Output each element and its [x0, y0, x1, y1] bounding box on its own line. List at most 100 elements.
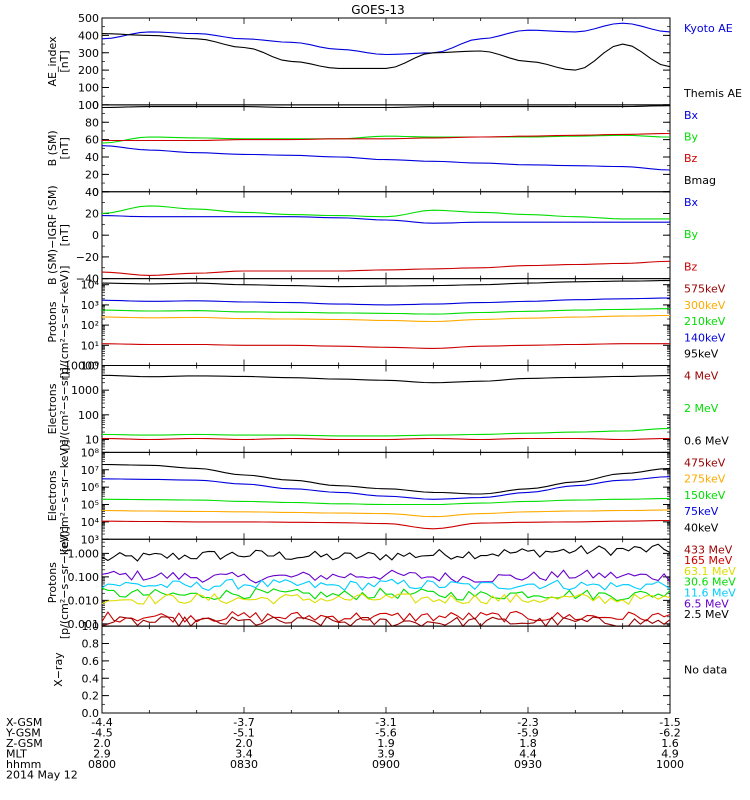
legend-4-mev: 4 MeV: [684, 370, 719, 383]
footer-value: 0930: [514, 758, 542, 771]
legend-no-data: No data: [684, 664, 727, 677]
series-2-mev: [101, 427, 671, 437]
footer-value: 1000: [656, 758, 684, 771]
legend-0-6-mev: 0.6 MeV: [684, 434, 729, 447]
y-tick-label: 0: [92, 99, 99, 112]
panel-1-frame: [101, 104, 671, 193]
legend-bz: Bz: [684, 261, 698, 274]
footer-value: 2.0: [235, 737, 253, 750]
panel-6-ylabel-0: Protons: [46, 562, 59, 603]
legend-165-mev: 165 MeV: [684, 554, 733, 567]
footer-value: -5.1: [233, 727, 254, 740]
y-tick-label: 10³: [81, 533, 99, 546]
legend-95kev: 95keV: [684, 348, 719, 361]
y-tick-label: 20: [85, 207, 99, 220]
panel-7-frame: [101, 625, 671, 714]
footer-value: -5.9: [517, 727, 538, 740]
y-tick-label: 0.8: [82, 638, 100, 651]
legend-by: By: [684, 131, 699, 144]
panel-5-ylabel-0: Electrons: [46, 470, 59, 521]
legend-2-mev: 2 MeV: [684, 402, 719, 415]
panel-1-ylabel-1: [nT]: [58, 137, 71, 159]
plot-title: GOES-13: [351, 3, 405, 17]
series-475kev: [101, 463, 671, 495]
series-bx: [101, 215, 670, 224]
y-tick-label: 1.0: [82, 620, 100, 633]
series-75kev: [101, 509, 671, 518]
series-by: [101, 134, 671, 144]
y-tick-label: 0.001: [68, 618, 100, 631]
footer-value: -4.5: [91, 727, 112, 740]
legend-by: By: [684, 228, 699, 241]
footer-value: -3.7: [233, 716, 254, 729]
y-tick-label: 100: [78, 82, 99, 95]
y-tick-label: 80: [85, 116, 99, 129]
legend-575kev: 575keV: [684, 283, 726, 296]
y-tick-label: 10⁵: [81, 499, 99, 512]
legend-2-5-mev: 2.5 MeV: [684, 608, 729, 621]
footer-value: 4.4: [519, 748, 537, 761]
legend-11-6-mev: 11.6 MeV: [684, 587, 736, 600]
footer-value: 3.9: [377, 748, 395, 761]
y-tick-label: 40: [85, 151, 99, 164]
panel-1: 0 20 40 60 80 100 B (SM) [nT] Bx By Bz Bmag: [46, 99, 716, 199]
footer-value: -6.2: [659, 727, 680, 740]
legend-themis-ae: Themis AE: [683, 87, 742, 100]
y-tick-label: 60: [85, 134, 99, 147]
y-tick-label: 10000: [64, 360, 99, 373]
series-bx: [101, 145, 671, 171]
y-tick-label: 0.2: [82, 690, 100, 703]
y-tick-label: 0: [92, 186, 99, 199]
panel-2: −40 −20 0 20 40 B (SM)−IGRF (SM) [nT] Bx By Bz: [46, 185, 699, 285]
legend-75kev: 75keV: [684, 505, 719, 518]
y-tick-label: −40: [76, 273, 99, 286]
panel-6-ylabel-1: [p/(cm²−s−sr−keV)]: [58, 526, 71, 639]
legend-bz: Bz: [684, 152, 698, 165]
y-tick-label: 10⁰: [81, 360, 100, 373]
series-300kev: [101, 297, 671, 306]
legend-433-mev: 433 MeV: [684, 543, 733, 556]
series-210kev: [101, 308, 670, 315]
footer-date: 2014 May 12: [6, 769, 78, 782]
footer-value: 3.4: [235, 748, 253, 761]
footer-value: -2.3: [517, 716, 538, 729]
panel-7-ylabel-0: X−ray: [52, 652, 65, 687]
panel-2-ylabel-1: [nT]: [58, 224, 71, 246]
y-tick-label: 10⁷: [81, 464, 99, 477]
footer-label-x-gsm: X-GSM: [6, 716, 42, 729]
y-tick-label: 1.000: [68, 547, 100, 560]
legend-30-6-mev: 30.6 MeV: [684, 576, 736, 589]
legend-63-1-mev: 63.1 MeV: [684, 565, 736, 578]
panel-2-frame: [101, 191, 671, 280]
panel-4-ylabel-0: Electrons: [46, 383, 59, 434]
y-tick-label: 10⁸: [81, 446, 100, 459]
series-bz: [101, 260, 671, 276]
y-tick-label: 0.0: [82, 707, 100, 720]
series-150kev: [102, 498, 670, 506]
footer-label-hhmm: hhmm: [6, 758, 41, 771]
y-tick-label: 400: [78, 29, 99, 42]
legend-40kev: 40keV: [684, 521, 719, 534]
series-433-mev: [101, 543, 671, 562]
footer-value: 0800: [88, 758, 116, 771]
legend-210kev: 210keV: [684, 315, 726, 328]
y-tick-label: 100: [78, 409, 99, 422]
y-tick-label: 500: [78, 12, 99, 25]
panel-7: 0.0 0.2 0.4 0.6 0.8 1.0 X−ray No data: [52, 620, 727, 720]
footer-value: 1.8: [519, 737, 537, 750]
ephemeris-footer: X-GSM -4.4 -3.7 -3.1 -2.3 -1.5 Y-GSM -4.5 -5.1 -5…: [5, 716, 684, 782]
y-tick-label: 10⁴: [81, 279, 100, 292]
y-tick-label: 10¹: [81, 339, 99, 352]
footer-label-mlt: MLT: [6, 748, 27, 761]
series-6-5-mev: [101, 610, 671, 623]
panel-2-ylabel-0: B (SM)−IGRF (SM): [46, 185, 59, 285]
series-165-mev: [101, 569, 671, 584]
series-275kev: [101, 476, 671, 500]
y-tick-label: 0: [92, 229, 99, 242]
series-40kev: [102, 519, 671, 530]
series-63-1-mev: [101, 578, 671, 592]
series-themis-ae: [101, 33, 671, 71]
panel-4: 10 100 1000 10000 Electrons [e/(cm²−s−sr)] 4 M…: [46, 360, 729, 453]
legend-bx: Bx: [684, 196, 699, 209]
